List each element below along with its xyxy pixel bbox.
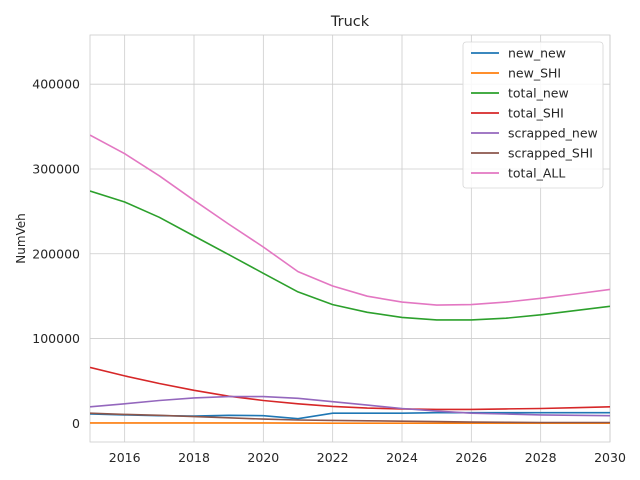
legend-box — [462, 41, 604, 189]
legend-label: total_new — [508, 86, 569, 101]
x-tick-label: 2018 — [178, 450, 210, 465]
series-line-total-ALL — [90, 134, 610, 306]
y-tick-label: 300000 — [32, 161, 80, 176]
legend-label: new_SHI — [508, 66, 561, 81]
legend-label: new_new — [508, 46, 566, 61]
series-line-scrapped-SHI — [90, 412, 610, 424]
x-tick-label: 2022 — [317, 450, 349, 465]
legend-label: total_ALL — [508, 166, 565, 181]
x-tick-label: 2024 — [386, 450, 418, 465]
chart-title: Truck — [330, 14, 370, 30]
legend-label: scrapped_SHI — [508, 146, 593, 161]
y-tick-label: 200000 — [32, 246, 80, 261]
y-tick-label: 400000 — [32, 77, 80, 92]
plot-frame — [89, 34, 611, 443]
x-tick-label: 2030 — [594, 450, 626, 465]
legend: new_new new_SHI total_new total_SHI scrapped… — [462, 41, 604, 189]
series-line-scrapped-new — [90, 395, 610, 417]
x-axis-ticks: 2016 2018 2020 2022 2024 2026 2028 2030 — [109, 450, 626, 465]
x-tick-label: 2020 — [247, 450, 279, 465]
series-line-total-new — [90, 190, 610, 321]
series-line-total-SHI — [90, 366, 610, 411]
x-tick-label: 2016 — [109, 450, 141, 465]
x-tick-label: 2028 — [525, 450, 557, 465]
y-tick-label: 0 — [72, 416, 80, 431]
y-axis-ticks: 0 100000 200000 300000 400000 — [32, 77, 80, 431]
y-tick-label: 100000 — [32, 331, 80, 346]
y-axis-label: NumVeh — [14, 213, 28, 264]
x-tick-label: 2026 — [455, 450, 487, 465]
legend-label: scrapped_new — [508, 126, 598, 141]
series-lines — [90, 134, 610, 425]
legend-label: total_SHI — [508, 106, 564, 121]
